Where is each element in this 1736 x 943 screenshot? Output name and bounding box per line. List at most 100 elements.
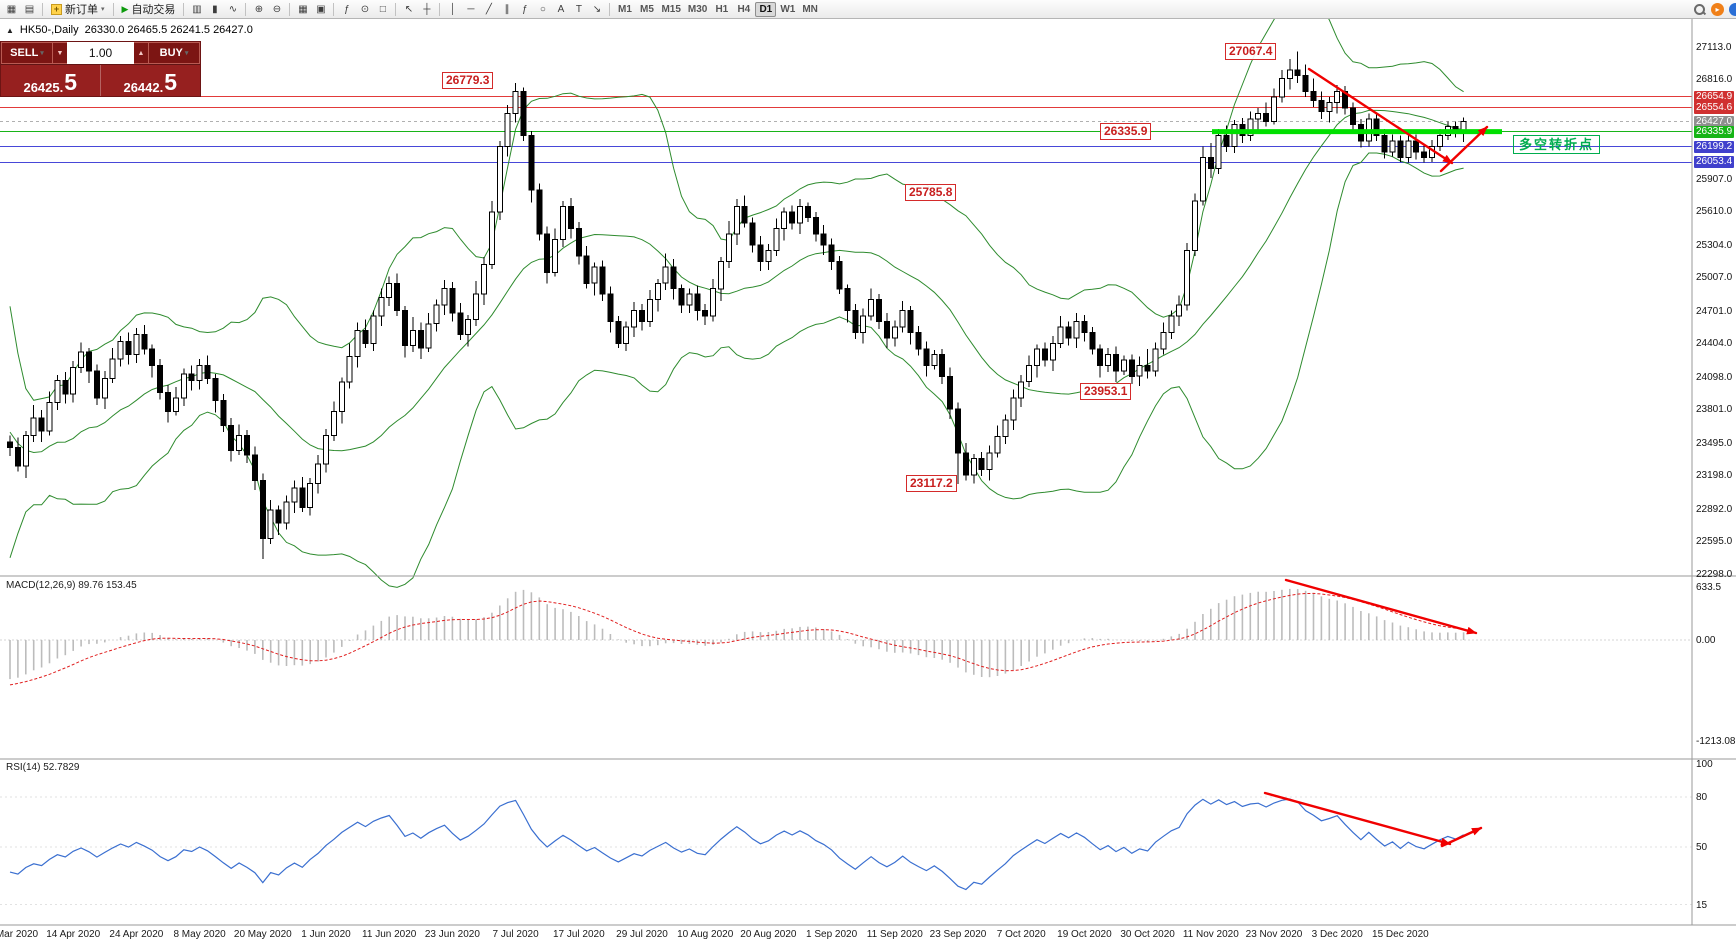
rsi-line	[9, 798, 1464, 891]
candle	[686, 293, 693, 306]
auto-trading-button[interactable]: ▶ 自动交易	[118, 2, 180, 17]
vertical-line-icon[interactable]: │	[449, 3, 457, 15]
candle	[386, 282, 393, 298]
crosshair-icon[interactable]: ┼	[423, 3, 431, 15]
buy-price[interactable]: 26442. 5	[101, 65, 201, 96]
notifications-icon[interactable]	[1729, 2, 1736, 16]
candle	[1413, 140, 1420, 153]
equidistant-channel-icon[interactable]: ∥	[504, 3, 510, 15]
price-callout[interactable]: 26335.9	[1100, 123, 1152, 140]
candle	[283, 501, 290, 524]
candle	[101, 378, 108, 399]
buy-price-big-digit: 5	[164, 69, 178, 95]
fibonacci-icon[interactable]: ƒ	[522, 3, 528, 15]
new-chart-icon[interactable]: ▦	[6, 3, 17, 15]
candlestick-chart-icon[interactable]: ▮	[212, 3, 218, 15]
candle	[22, 434, 29, 467]
candle	[1089, 332, 1096, 350]
timeframe-w1[interactable]: W1	[780, 3, 796, 15]
new-order-icon: +	[51, 3, 62, 15]
candle	[1113, 353, 1119, 372]
candle	[654, 282, 661, 301]
periods-icon[interactable]: ⊙	[360, 3, 370, 15]
candle	[1002, 419, 1009, 438]
new-order-label: 新订单	[65, 4, 98, 16]
zoom-out-icon[interactable]: ⊖	[272, 3, 282, 15]
timeframe-m30[interactable]: M30	[687, 3, 708, 15]
candle	[1263, 113, 1270, 122]
candle	[1373, 118, 1380, 136]
candle	[607, 293, 614, 323]
templates-icon[interactable]: □	[379, 3, 386, 15]
candle	[639, 310, 645, 323]
indicators-icon[interactable]: ƒ	[344, 3, 350, 15]
candle	[812, 217, 819, 235]
sell-price[interactable]: 26425. 5	[1, 65, 101, 96]
one-click-trading-panel: SELL ▾ ▼ ▲ BUY ▾ 26425. 5 26442. 5	[0, 41, 201, 97]
label-icon[interactable]: T	[575, 3, 582, 15]
arrows-icon[interactable]: ↘	[592, 3, 602, 15]
candle	[1381, 135, 1388, 153]
timeframe-h1[interactable]: H1	[715, 3, 729, 15]
candle	[1034, 348, 1040, 366]
cascade-windows-icon[interactable]: ▣	[316, 3, 326, 15]
candle	[117, 340, 124, 360]
new-order-button[interactable]: + 新订单 ▾	[47, 2, 109, 17]
candle	[560, 206, 566, 240]
candle	[844, 288, 851, 312]
timeframe-mn[interactable]: MN	[802, 3, 818, 15]
timeframe-m1[interactable]: M1	[617, 3, 632, 15]
candle	[402, 310, 408, 347]
candle	[1207, 156, 1214, 169]
candle	[196, 364, 203, 382]
candle	[172, 397, 179, 412]
candle	[141, 334, 148, 350]
search-icon[interactable]	[1693, 3, 1706, 16]
cursor-icon[interactable]: ↖	[404, 3, 414, 15]
price-callout[interactable]: 23953.1	[1080, 383, 1132, 400]
trend-arrow[interactable]	[1307, 67, 1454, 165]
turning-point-label[interactable]: 多空转折点	[1513, 135, 1601, 154]
buy-button[interactable]: BUY ▾	[148, 42, 200, 64]
sell-button[interactable]: SELL ▾	[1, 42, 53, 64]
candle	[528, 135, 535, 191]
timeframe-m5[interactable]: M5	[639, 3, 654, 15]
toolbar-separator	[245, 2, 247, 16]
candle	[30, 417, 37, 436]
trendline-icon[interactable]: ╱	[485, 3, 492, 15]
trend-arrow[interactable]	[1263, 791, 1452, 846]
volume-increase-button[interactable]: ▲	[134, 42, 148, 64]
shapes-icon[interactable]: ○	[539, 3, 546, 15]
toolbar-separator	[609, 2, 611, 16]
price-callout[interactable]: 26779.3	[442, 72, 494, 89]
trend-arrow[interactable]	[1439, 125, 1489, 173]
bar-chart-icon[interactable]: ▥	[192, 3, 202, 15]
buy-button-label: BUY	[159, 47, 183, 59]
candle	[828, 244, 835, 262]
trend-arrow[interactable]	[1284, 578, 1478, 635]
profiles-icon[interactable]: ▤	[24, 3, 35, 15]
volume-input[interactable]	[67, 42, 134, 64]
zoom-in-icon[interactable]: ⊕	[254, 3, 264, 15]
community-icon[interactable]: ▸	[1711, 2, 1724, 16]
price-callout[interactable]: 23117.2	[906, 475, 957, 492]
candle	[330, 410, 337, 436]
price-callout[interactable]: 27067.4	[1225, 43, 1277, 60]
horizontal-line-icon[interactable]: ─	[467, 3, 475, 15]
candle	[441, 288, 448, 306]
candle	[1065, 326, 1072, 339]
text-icon[interactable]: A	[557, 3, 565, 15]
candle	[797, 206, 803, 224]
candle	[1310, 91, 1317, 101]
line-chart-icon[interactable]: ∿	[228, 3, 238, 15]
timeframe-d1[interactable]: D1	[755, 1, 777, 17]
timeframe-h4[interactable]: H4	[737, 3, 751, 15]
price-callout[interactable]: 25785.8	[905, 184, 957, 201]
tile-windows-icon[interactable]: ▦	[298, 3, 308, 15]
volume-decrease-button[interactable]: ▼	[53, 42, 67, 64]
candle	[338, 381, 345, 412]
timeframe-m15[interactable]: M15	[661, 3, 681, 15]
trend-arrow[interactable]	[1440, 826, 1483, 848]
candle	[259, 479, 266, 539]
